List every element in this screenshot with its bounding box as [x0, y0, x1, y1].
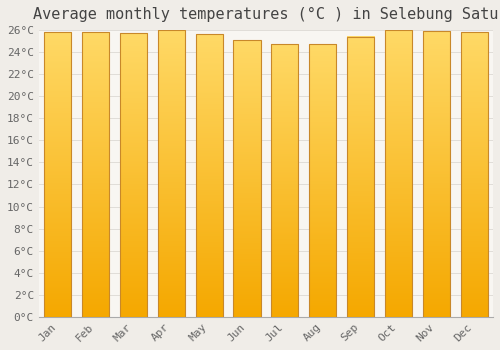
Bar [234, 40, 260, 317]
Bar [44, 32, 72, 317]
Bar [422, 31, 450, 317]
Bar [460, 32, 488, 317]
Bar [158, 30, 185, 317]
Title: Average monthly temperatures (°C ) in Selebung Satu: Average monthly temperatures (°C ) in Se… [33, 7, 498, 22]
Bar [347, 37, 374, 317]
Bar [271, 44, 298, 317]
Bar [196, 35, 223, 317]
Bar [120, 33, 147, 317]
Bar [385, 30, 412, 317]
Bar [309, 44, 336, 317]
Bar [82, 32, 109, 317]
